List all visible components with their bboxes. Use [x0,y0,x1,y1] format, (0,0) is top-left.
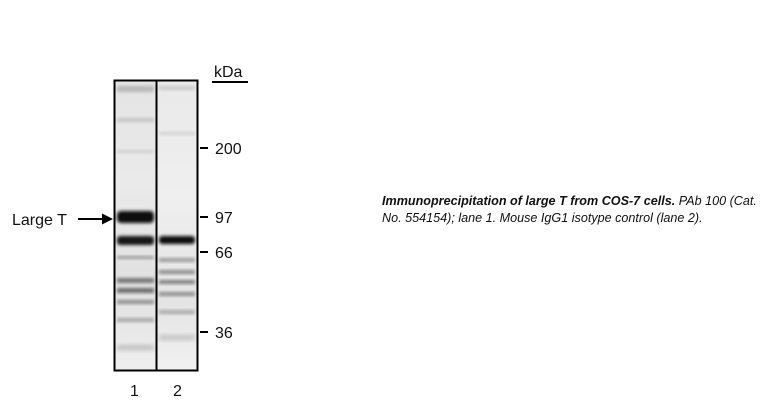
band [117,318,154,322]
marker-200: 200 [200,141,242,158]
marker-label: 200 [215,141,242,158]
kda-unit-label: kDa [212,64,248,83]
large-t-band [117,211,154,223]
band [159,270,195,274]
marker-66: 66 [200,245,233,262]
marker-97: 97 [200,210,233,227]
mw-markers: 200 97 66 36 [200,141,242,342]
marker-label: 36 [215,325,233,342]
marker-label: 66 [215,245,233,262]
band [117,118,154,122]
lane-label-1: 1 [130,383,139,400]
blot-panel [113,79,199,372]
kda-label: kDa [214,64,243,81]
band [159,310,195,314]
band [159,292,195,296]
band [159,236,195,244]
band [117,150,154,153]
caption-title: Immunoprecipitation of large T from COS-… [382,194,676,208]
lane-1-bands [117,86,154,350]
band [159,258,195,262]
lane-labels: 1 2 [130,383,182,400]
band [159,132,195,135]
marker-label: 97 [215,210,233,227]
large-t-annotation: Large T [12,212,113,229]
lane-2-background [157,81,197,370]
band [159,280,195,284]
marker-36: 36 [200,325,233,342]
band [117,288,154,293]
band [117,236,154,245]
band [117,278,154,283]
lane-1-background [115,81,156,370]
lane-label-2: 2 [173,383,182,400]
arrow-icon [102,213,113,225]
caption-body: PAb 100 (Cat. No. 554154); lane 1. Mouse… [382,194,757,225]
band [117,256,154,259]
band [159,335,195,340]
band [159,86,195,90]
band [117,300,154,304]
band [117,345,154,350]
lane-2-bands [159,86,195,340]
figure-caption: Immunoprecipitation of large T from COS-… [382,193,757,226]
large-t-label: Large T [12,212,67,229]
band [117,86,154,92]
